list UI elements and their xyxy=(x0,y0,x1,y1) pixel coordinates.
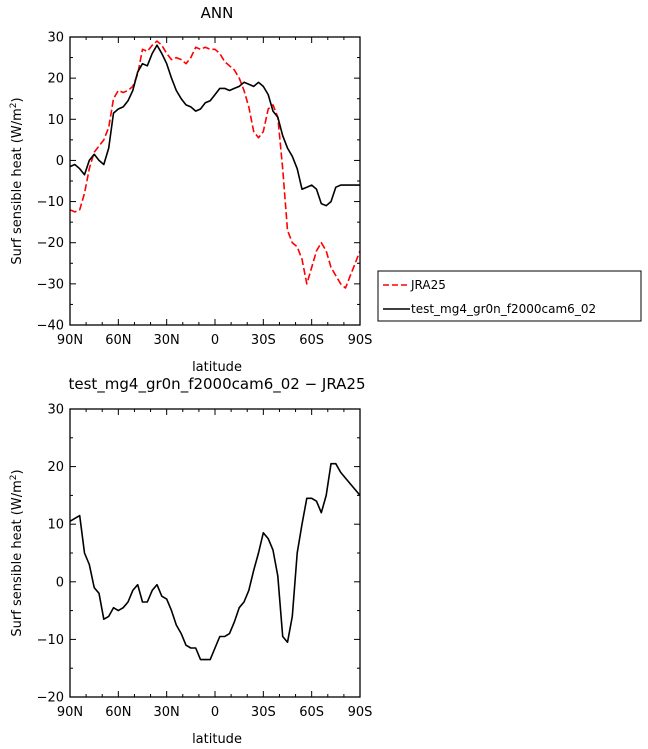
upper-ticks: 90N 60N 30N 0 30S 60S 90S −40 −30 −20 −10 0 10 20 30 xyxy=(37,31,373,349)
legend: JRA25 test_mg4_gr0n_f2000cam6_02 xyxy=(377,270,642,322)
y-tick-label: 0 xyxy=(56,154,64,169)
y-tick-label: −20 xyxy=(37,691,64,706)
x-tick-label: 90N xyxy=(57,705,83,720)
lower-x-label: latitude xyxy=(192,732,242,747)
lower-series xyxy=(69,462,361,661)
lower-frame xyxy=(69,408,361,698)
upper-x-label: latitude xyxy=(192,360,242,375)
upper-y-label: Surf sensible heat (W/m2) xyxy=(9,97,25,264)
x-tick-label: 60S xyxy=(299,333,324,348)
x-tick-label: 30S xyxy=(251,333,276,348)
x-tick-label: 60S xyxy=(299,705,324,720)
upper-frame xyxy=(69,36,361,326)
x-tick-label: 60N xyxy=(105,705,131,720)
x-tick-label: 30N xyxy=(154,333,180,348)
x-tick-label: 0 xyxy=(211,333,219,348)
upper-series xyxy=(69,40,361,289)
x-tick-label: 0 xyxy=(211,705,219,720)
lower-title: test_mg4_gr0n_f2000cam6_02 − JRA25 xyxy=(68,375,365,394)
lower-ticks: 90N 60N 30N 0 30S 60S 90S −20 −10 0 10 20 30 xyxy=(37,403,373,721)
legend-test-label: test_mg4_gr0n_f2000cam6_02 xyxy=(411,302,596,316)
y-tick-label: 10 xyxy=(47,518,64,533)
y-tick-label: 20 xyxy=(47,460,64,475)
y-tick-label: −30 xyxy=(37,277,64,292)
y-tick-label: −40 xyxy=(37,319,64,334)
upper-title: ANN xyxy=(201,4,234,22)
y-tick-label: 30 xyxy=(47,403,64,418)
x-tick-label: 30N xyxy=(154,705,180,720)
lower-series-line-difference xyxy=(69,462,361,661)
x-tick-label: 30S xyxy=(251,705,276,720)
y-tick-label: 30 xyxy=(47,31,64,46)
lower-panel: test_mg4_gr0n_f2000cam6_02 − JRA25 90N 60… xyxy=(9,375,372,747)
y-tick-label: −10 xyxy=(37,195,64,210)
upper-panel: ANN 90N 60N 30N 0 30S 60S 90S −40 −30 −20 −10 0 10 20… xyxy=(9,4,372,375)
y-tick-label: 10 xyxy=(47,113,64,128)
upper-series-line-jra25 xyxy=(69,40,361,289)
lower-y-label: Surf sensible heat (W/m2) xyxy=(9,469,25,636)
legend-box xyxy=(377,270,642,322)
x-tick-label: 60N xyxy=(105,333,131,348)
y-tick-label: −10 xyxy=(37,633,64,648)
y-tick-label: 0 xyxy=(56,575,64,590)
x-tick-label: 90S xyxy=(348,333,373,348)
y-tick-label: 20 xyxy=(47,72,64,87)
upper-series-line-test-mg4-gr0n-f2000cam6-02 xyxy=(69,44,360,207)
legend-jra25-label: JRA25 xyxy=(410,278,446,292)
y-tick-label: −20 xyxy=(37,236,64,251)
x-tick-label: 90S xyxy=(348,705,373,720)
x-tick-label: 90N xyxy=(57,333,83,348)
